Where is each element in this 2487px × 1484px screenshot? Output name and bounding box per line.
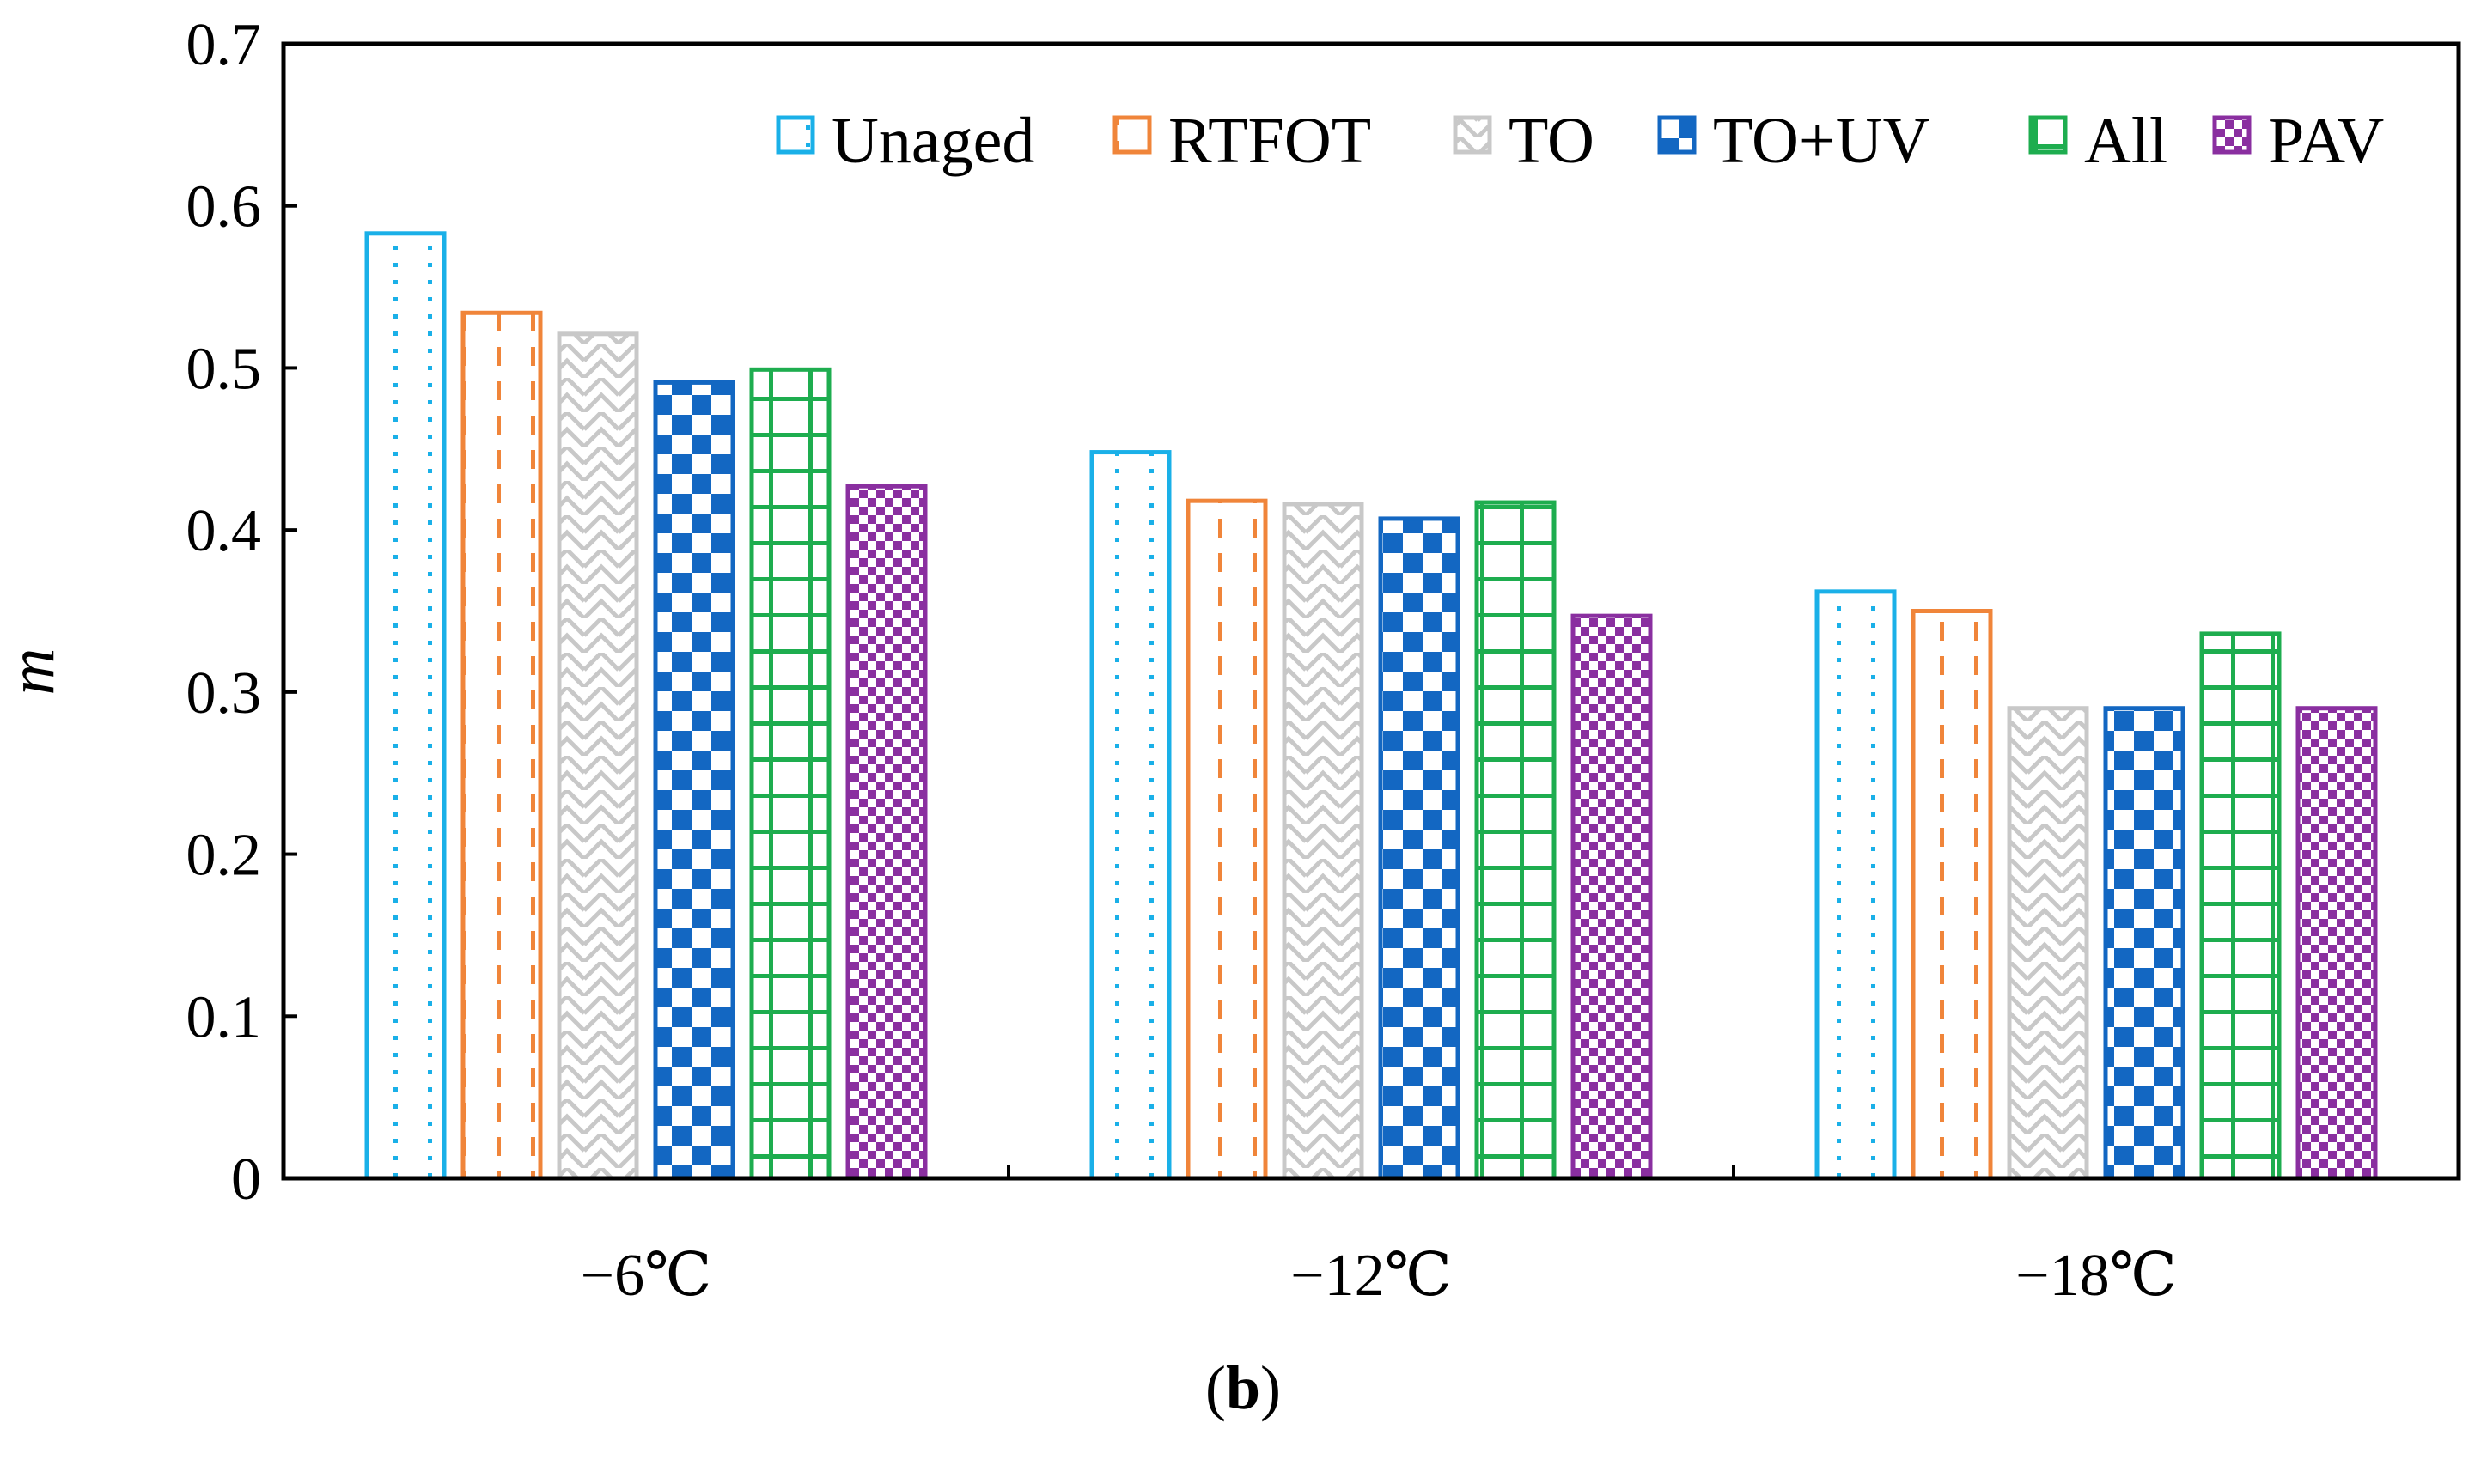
- bar-rtfot-1: [460, 310, 543, 1181]
- bar-all-2: [1474, 500, 1557, 1181]
- bar-unaged-2: [1089, 450, 1172, 1181]
- bar-to-3: [2007, 706, 2089, 1181]
- bar-pav-2: [1570, 613, 1653, 1181]
- y-axis-label: m: [0, 648, 68, 696]
- legend: Unaged RTFOT TO TO+UV All PAV: [776, 105, 2384, 177]
- legend-label-unaged: Unaged: [832, 105, 1034, 177]
- bar-pav-1: [845, 484, 928, 1181]
- bar-rtfot-2: [1186, 498, 1268, 1181]
- legend-swatch-unaged: [776, 115, 815, 155]
- caption-letter: b: [1226, 1353, 1260, 1422]
- bar-rtfot-3: [1911, 609, 1993, 1181]
- legend-swatch-to: [1453, 115, 1492, 155]
- y-tick-label: 0.3: [186, 660, 262, 727]
- caption-open: (: [1205, 1353, 1226, 1422]
- caption-close: ): [1260, 1353, 1281, 1422]
- legend-label-rtfot: RTFOT: [1168, 105, 1371, 177]
- legend-label-to: TO: [1509, 105, 1594, 177]
- legend-label-pav: PAV: [2268, 105, 2384, 177]
- x-tick-label: −12℃: [1290, 1243, 1452, 1309]
- figure-caption: (b): [1205, 1353, 1281, 1422]
- y-tick-label: 0.6: [186, 174, 262, 240]
- bar-to-uv-1: [653, 380, 735, 1181]
- y-tick-label: 0.5: [186, 336, 262, 402]
- x-tick-label: −18℃: [2015, 1243, 2177, 1309]
- bars-layer: [364, 231, 2378, 1181]
- bar-to-uv-3: [2103, 706, 2185, 1181]
- legend-label-all: All: [2084, 105, 2167, 177]
- bar-all-1: [749, 367, 832, 1181]
- legend-swatch-to-uv: [1657, 115, 1697, 155]
- bar-to-1: [557, 331, 639, 1181]
- y-tick-label: 0.7: [186, 12, 262, 78]
- bar-all-3: [2199, 631, 2282, 1181]
- bar-unaged-3: [1814, 589, 1897, 1181]
- x-tick-label: −6℃: [581, 1243, 712, 1309]
- bar-unaged-1: [364, 231, 447, 1181]
- bar-to-2: [1282, 502, 1364, 1181]
- y-tick-label: 0.2: [186, 823, 262, 889]
- legend-swatch-pav: [2212, 115, 2252, 155]
- bar-to-uv-2: [1378, 516, 1460, 1181]
- y-tick-label: 0: [231, 1146, 261, 1213]
- bar-pav-3: [2295, 706, 2378, 1181]
- legend-label-to-uv: TO+UV: [1713, 105, 1930, 177]
- y-tick-label: 0.4: [186, 498, 262, 564]
- legend-swatch-rtfot: [1112, 115, 1152, 155]
- legend-swatch-all: [2028, 115, 2068, 155]
- x-axis: −6℃ −12℃ −18℃: [581, 1165, 2177, 1309]
- y-axis: 0 0.1 0.2 0.3 0.4 0.5 0.6 0.7: [186, 12, 297, 1213]
- plot-area-frame: [281, 41, 2461, 1181]
- y-tick-label: 0.1: [186, 984, 262, 1050]
